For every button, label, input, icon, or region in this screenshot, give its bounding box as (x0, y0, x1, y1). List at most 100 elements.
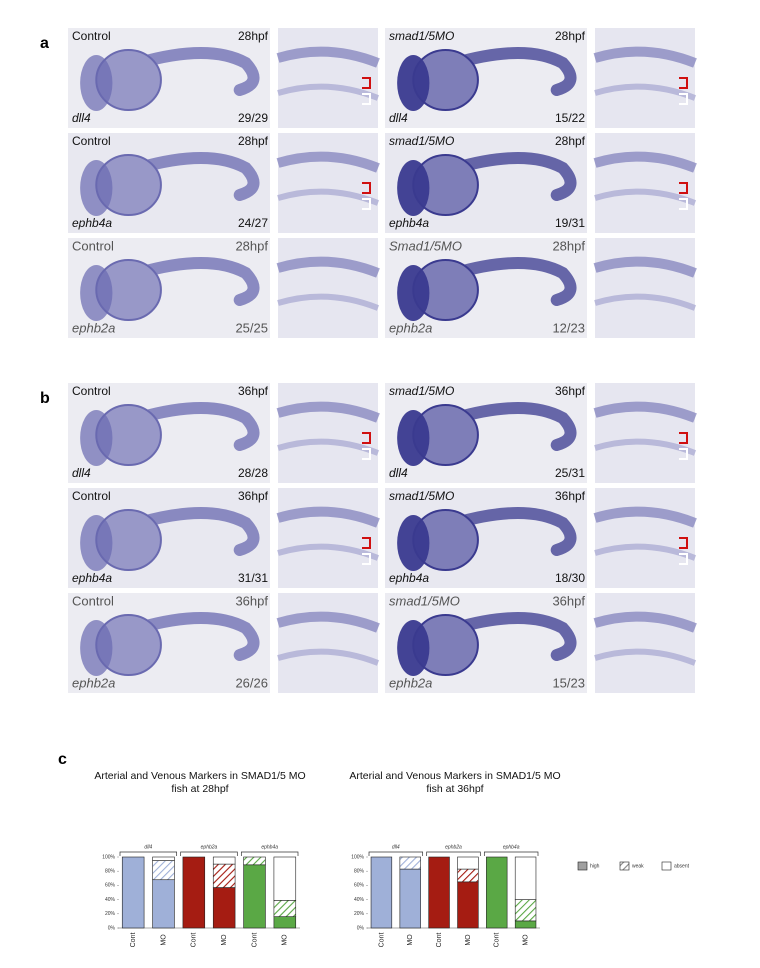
x-tick-label: MO (465, 934, 472, 946)
treatment-label: Control (72, 489, 111, 503)
count-label: 25/25 (235, 320, 268, 335)
vessel (593, 611, 697, 633)
bar-segment (152, 856, 175, 861)
count-label: 24/27 (238, 216, 268, 230)
tail (132, 257, 260, 306)
x-tick-label: MO (221, 934, 228, 946)
image-bg (595, 383, 695, 483)
vessel (276, 401, 380, 423)
gene-label: dll4 (389, 111, 408, 125)
bar-segment (457, 881, 479, 929)
head (80, 55, 113, 111)
group-label: dll4 (392, 844, 400, 850)
tail (449, 257, 577, 306)
group-bracket (483, 851, 539, 856)
embryo-image (385, 28, 587, 128)
tail (132, 402, 260, 451)
zoom-image (276, 593, 380, 693)
gene-label: ephb2a (72, 320, 115, 335)
y-tick-label: 80% (105, 869, 116, 875)
bracket-red (362, 537, 371, 549)
treatment-label: Control (72, 593, 114, 608)
image-bg (278, 593, 378, 693)
group-label: dll4 (144, 844, 152, 850)
head (80, 265, 113, 321)
chart-title-box: Arterial and Venous Markers in SMAD1/5 M… (349, 770, 560, 795)
y-tick-label: 60% (105, 883, 116, 889)
treatment-label: Control (72, 238, 114, 253)
bracket-white (362, 198, 371, 210)
embryo-image (68, 383, 270, 483)
bracket-white (362, 448, 371, 460)
bar-segment (152, 860, 175, 881)
tail (449, 402, 577, 451)
gene-label: ephb4a (72, 571, 112, 585)
bar-segment (370, 856, 393, 929)
y-tick-label: 40% (354, 897, 365, 903)
vessel (276, 611, 380, 633)
head (80, 515, 113, 571)
x-tick-label: MO (522, 934, 529, 946)
legend-swatch (577, 861, 588, 871)
stage-label: 28hpf (552, 238, 585, 253)
bracket-white (362, 93, 371, 105)
embryo-image (68, 488, 270, 588)
treatment-label: Control (72, 134, 111, 148)
x-tick-label: Cont (494, 933, 501, 948)
y-tick-label: 100% (351, 854, 364, 860)
x-tick-label: Cont (251, 933, 258, 948)
stage-label: 36hpf (555, 489, 586, 503)
tail (132, 47, 260, 96)
stage-label: 28hpf (555, 29, 586, 43)
zoom-image (276, 488, 380, 588)
image-bg (278, 133, 378, 233)
y-tick-label: 0% (357, 925, 365, 931)
count-label: 19/31 (555, 216, 585, 230)
bracket-white (679, 448, 688, 460)
image-bg (595, 238, 695, 338)
bar-segment (212, 863, 236, 888)
stage-label: 28hpf (235, 238, 268, 253)
head (80, 620, 113, 676)
zoom-image (276, 238, 380, 338)
gene-label: dll4 (389, 466, 408, 480)
bar-segment (243, 856, 266, 866)
gene-label: ephb2a (389, 320, 432, 335)
gene-label: dll4 (72, 466, 91, 480)
bar-segment (273, 900, 297, 917)
image-bg (278, 238, 378, 338)
group-label: ephb2a (445, 844, 462, 850)
group-label: ephb4a (261, 844, 278, 850)
stage-label: 28hpf (238, 134, 269, 148)
stage-label: 36hpf (238, 489, 269, 503)
y-tick-label: 0% (108, 925, 116, 931)
treatment-label: Control (72, 384, 111, 398)
bar-segment (273, 916, 297, 929)
tail (449, 152, 577, 201)
vessel (276, 151, 380, 173)
bracket-red (679, 77, 688, 89)
bar-segment (182, 856, 206, 929)
vessel (277, 293, 380, 311)
bar-segment (457, 856, 479, 870)
y-tick-label: 100% (102, 854, 115, 860)
group-bracket (368, 851, 424, 856)
group-label: ephb4a (503, 844, 520, 850)
bar-segment (212, 856, 236, 865)
count-label: 31/31 (238, 571, 268, 585)
zoom-image (593, 383, 697, 483)
bar-segment (152, 879, 175, 929)
group-label: ephb2a (201, 844, 218, 850)
bracket-red (362, 182, 371, 194)
vessel (276, 506, 380, 528)
bar-segment (243, 864, 266, 929)
head (80, 160, 113, 216)
tail (449, 612, 577, 661)
embryo-image (385, 383, 587, 483)
bracket-white (679, 553, 688, 565)
count-label: 28/28 (238, 466, 268, 480)
head (397, 410, 430, 466)
bracket-red (679, 537, 688, 549)
stage-label: 28hpf (555, 134, 586, 148)
y-tick-label: 60% (354, 883, 365, 889)
